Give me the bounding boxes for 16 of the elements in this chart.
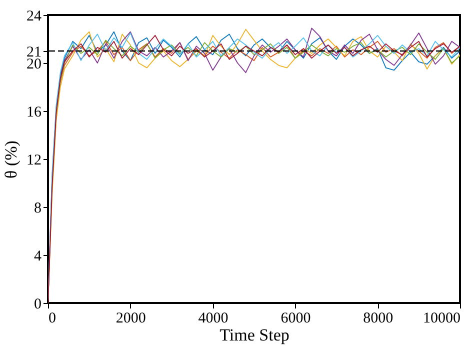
line-series <box>56 40 460 114</box>
x-axis-title: Time Step <box>220 326 290 344</box>
y-tick-label: 20 <box>26 56 42 72</box>
x-tick-label: 4000 <box>198 310 228 326</box>
y-tick-label: 12 <box>26 152 42 168</box>
y-tick-label: 8 <box>34 200 42 216</box>
x-tick-label: 2000 <box>116 310 146 326</box>
x-tick-label: 10000 <box>423 310 460 326</box>
y-tick-label: 4 <box>34 248 42 264</box>
x-tick-label: 8000 <box>363 310 394 326</box>
y-axis-title: θ (%) <box>2 140 20 178</box>
y-tick-label: 24 <box>26 8 42 24</box>
y-tick-label: 0 <box>34 296 42 312</box>
y-tick-label: 16 <box>26 104 42 120</box>
x-tick-label: 0 <box>48 310 56 326</box>
x-tick-label: 6000 <box>280 310 311 326</box>
